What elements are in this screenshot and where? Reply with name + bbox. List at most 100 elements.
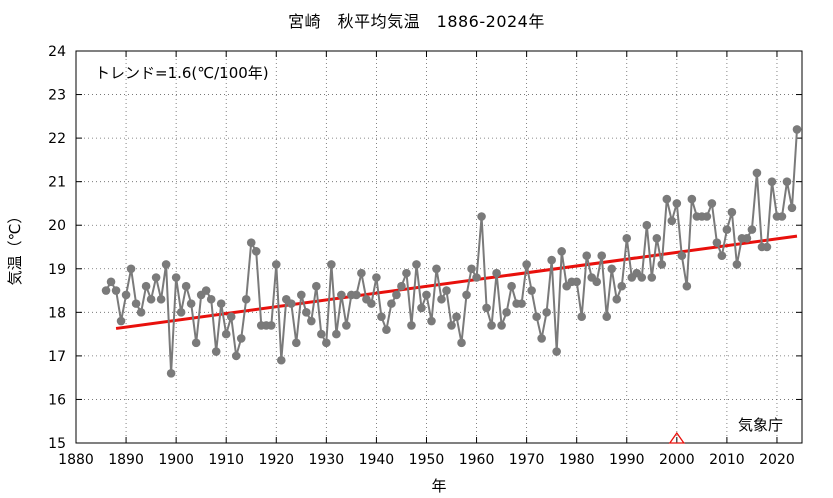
- y-tick-label: 23: [48, 88, 66, 104]
- data-point: [332, 329, 341, 339]
- y-tick-label: 18: [48, 305, 66, 321]
- data-point: [211, 347, 221, 356]
- y-tick-label: 21: [48, 175, 66, 191]
- data-point: [607, 264, 617, 274]
- data-point: [792, 125, 802, 134]
- data-point: [176, 308, 186, 317]
- data-point: [472, 273, 481, 282]
- y-tick-label: 16: [48, 392, 66, 408]
- data-point: [216, 299, 226, 308]
- data-point: [742, 233, 752, 243]
- data-point: [552, 347, 561, 356]
- data-point: [367, 299, 376, 308]
- data-point: [447, 321, 456, 330]
- data-point: [612, 294, 622, 304]
- data-point: [747, 225, 757, 234]
- data-point: [276, 355, 286, 365]
- data-point: [417, 303, 426, 313]
- data-point: [467, 264, 476, 274]
- data-point: [557, 247, 566, 256]
- data-point: [502, 308, 511, 317]
- data-point: [292, 338, 301, 348]
- data-point: [156, 294, 166, 304]
- data-point: [407, 321, 416, 330]
- data-point: [101, 286, 111, 295]
- y-axis-label: 気温（℃）: [6, 209, 24, 286]
- data-point: [572, 277, 581, 287]
- data-point: [732, 260, 742, 269]
- data-point: [522, 260, 531, 269]
- data-point: [532, 312, 541, 321]
- data-point: [151, 273, 161, 282]
- data-point: [487, 321, 496, 330]
- data-point: [677, 251, 687, 261]
- data-point: [226, 312, 236, 321]
- y-tick-label: 19: [48, 262, 66, 278]
- data-point: [302, 308, 311, 317]
- data-point: [687, 194, 697, 204]
- x-tick-label: 1900: [158, 452, 194, 468]
- data-point: [286, 299, 296, 308]
- chart-title: 宮崎 秋平均気温 1886-2024年: [288, 12, 545, 31]
- data-point: [762, 242, 772, 252]
- trend-annotation: トレンド=1.6(℃/100年): [95, 64, 269, 82]
- data-point: [191, 338, 201, 348]
- data-point: [427, 316, 436, 326]
- data-point: [477, 212, 486, 221]
- data-point: [201, 286, 211, 295]
- data-point: [266, 321, 276, 330]
- data-point: [592, 277, 602, 287]
- data-point: [582, 251, 592, 261]
- y-tick-label: 22: [48, 131, 66, 147]
- source-credit: 気象庁: [738, 416, 784, 434]
- x-tick-label: 1980: [559, 452, 595, 468]
- data-point: [432, 264, 441, 274]
- data-point: [141, 281, 151, 291]
- data-point: [126, 264, 136, 274]
- data-point: [657, 260, 667, 269]
- data-point: [327, 260, 336, 269]
- x-tick-label: 2000: [659, 452, 695, 468]
- data-point: [437, 294, 446, 304]
- data-point: [527, 286, 536, 295]
- data-point: [402, 268, 411, 278]
- data-point: [412, 260, 421, 269]
- data-point: [171, 273, 181, 282]
- data-point: [517, 299, 526, 308]
- grid-lines: [76, 51, 802, 443]
- data-point: [352, 290, 361, 300]
- data-point: [106, 277, 116, 287]
- data-point: [622, 233, 632, 243]
- x-tick-label: 1880: [58, 452, 94, 468]
- data-point: [497, 321, 506, 330]
- data-point: [322, 338, 331, 348]
- data-point: [457, 338, 466, 348]
- x-tick-label: 1990: [609, 452, 645, 468]
- data-point: [271, 260, 281, 269]
- data-point: [382, 325, 391, 335]
- data-point: [707, 199, 717, 208]
- x-tick-label: 2010: [709, 452, 745, 468]
- data-point: [667, 216, 677, 226]
- data-point: [767, 177, 777, 186]
- data-point: [752, 168, 762, 178]
- data-point: [662, 194, 672, 204]
- data-point: [442, 286, 451, 295]
- data-point: [231, 351, 241, 361]
- data-point: [422, 290, 431, 300]
- data-point: [452, 312, 461, 321]
- x-tick-label: 1970: [509, 452, 545, 468]
- data-point: [317, 329, 326, 339]
- data-point: [507, 281, 516, 291]
- x-tick-label: 1930: [309, 452, 345, 468]
- x-tick-label: 1940: [359, 452, 395, 468]
- x-tick-label: 2020: [759, 452, 795, 468]
- data-point: [777, 212, 787, 221]
- data-point: [181, 281, 191, 291]
- data-point: [642, 220, 652, 230]
- data-point: [146, 294, 156, 304]
- triangle-marker: [668, 431, 686, 444]
- data-point: [702, 212, 712, 221]
- data-point: [652, 233, 662, 243]
- data-point: [782, 177, 792, 186]
